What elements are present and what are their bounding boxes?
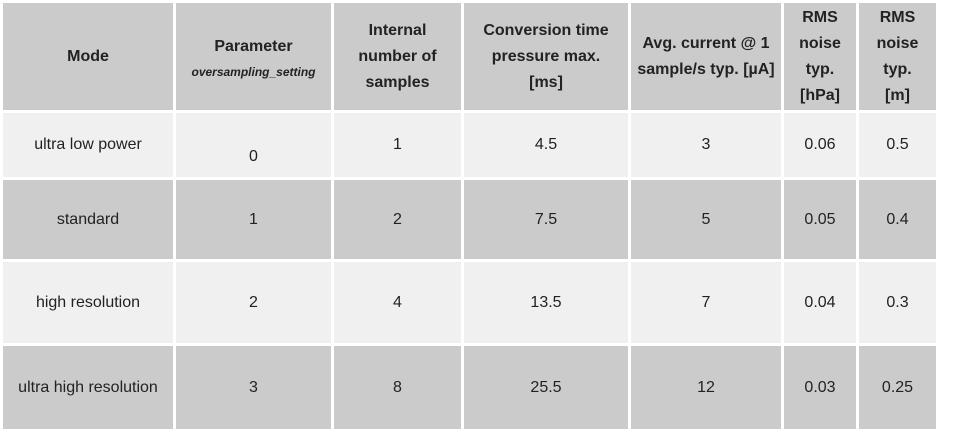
table-row: standard 1 2 7.5 5 0.05 0.4 [3,180,936,259]
cell-rms-hpa: 0.04 [784,262,856,343]
cell-mode: ultra low power [3,113,173,177]
cell-parameter: 1 [176,180,331,259]
cell-samples: 1 [334,113,461,177]
cell-parameter: 0 [176,113,331,177]
header-rms-noise-m: RMS noise typ. [m] [859,3,936,110]
cell-parameter: 3 [176,346,331,429]
table-row: high resolution 2 4 13.5 7 0.04 0.3 [3,262,936,343]
cell-mode: high resolution [3,262,173,343]
cell-rms-m: 0.25 [859,346,936,429]
cell-conversion-time: 25.5 [464,346,628,429]
cell-rms-m: 0.4 [859,180,936,259]
cell-rms-hpa: 0.05 [784,180,856,259]
header-mode: Mode [3,3,173,110]
header-internal-samples: Internal number of samples [334,3,461,110]
cell-conversion-time: 13.5 [464,262,628,343]
header-parameter: Parameter oversampling_setting [176,3,331,110]
header-parameter-sub: oversampling_setting [191,64,316,79]
table-row: ultra low power 0 1 4.5 3 0.06 0.5 [3,113,936,177]
cell-samples: 8 [334,346,461,429]
cell-avg-current: 12 [631,346,781,429]
cell-rms-m: 0.5 [859,113,936,177]
header-row: Mode Parameter oversampling_setting Inter… [3,3,936,110]
cell-avg-current: 5 [631,180,781,259]
cell-rms-m: 0.3 [859,262,936,343]
cell-rms-hpa: 0.03 [784,346,856,429]
cell-conversion-time: 7.5 [464,180,628,259]
cell-avg-current: 3 [631,113,781,177]
header-conversion-time: Conversion time pressure max. [ms] [464,3,628,110]
header-avg-current: Avg. current @ 1 sample/s typ. [µA] [631,3,781,110]
cell-avg-current: 7 [631,262,781,343]
cell-mode: ultra high resolution [3,346,173,429]
cell-samples: 4 [334,262,461,343]
header-rms-noise-hpa: RMS noise typ. [hPa] [784,3,856,110]
cell-samples: 2 [334,180,461,259]
cell-parameter: 2 [176,262,331,343]
cell-conversion-time: 4.5 [464,113,628,177]
table-row: ultra high resolution 3 8 25.5 12 0.03 0… [3,346,936,429]
cell-mode: standard [3,180,173,259]
cell-rms-hpa: 0.06 [784,113,856,177]
